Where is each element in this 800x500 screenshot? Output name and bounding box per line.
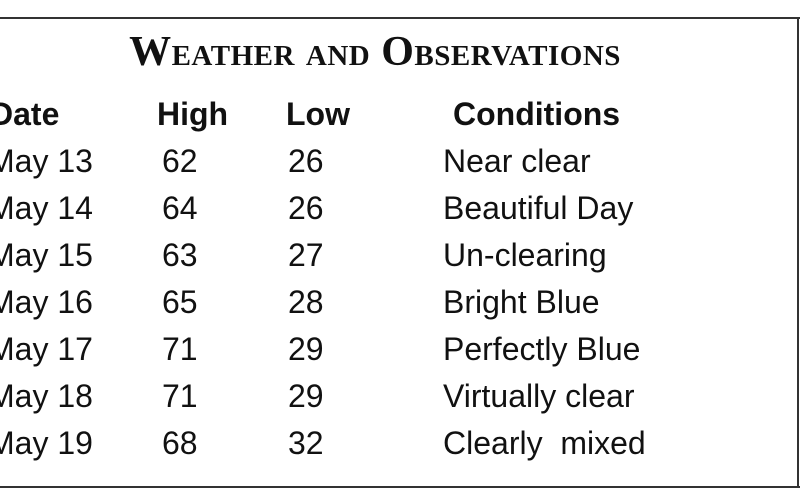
cell-conditions: Clearly mixed: [443, 425, 646, 461]
cell-conditions: Un-clearing: [443, 237, 607, 273]
cell-conditions: Beautiful Day: [443, 190, 634, 226]
cell-low: 29: [288, 378, 324, 414]
cell-high: 63: [162, 237, 198, 273]
cell-low: 27: [288, 237, 324, 273]
cell-conditions: Virtually clear: [443, 378, 635, 414]
header-conditions: Conditions: [453, 96, 621, 132]
cell-high: 64: [162, 190, 198, 226]
cell-date: May 18: [0, 378, 93, 414]
cell-date: May 13: [0, 143, 93, 179]
cell-low: 28: [288, 284, 324, 320]
cell-date: May 15: [0, 237, 93, 273]
cell-low: 26: [288, 143, 324, 179]
right-rule: [797, 17, 799, 488]
table-title: Weather and Observations: [129, 29, 621, 75]
cell-date: May 14: [0, 190, 93, 226]
cell-high: 68: [162, 425, 198, 461]
cell-high: 62: [162, 143, 198, 179]
cell-date: May 19: [0, 425, 93, 461]
cell-conditions: Near clear: [443, 143, 591, 179]
header-high: High: [157, 96, 229, 132]
cell-low: 26: [288, 190, 324, 226]
header-date: Date: [0, 96, 60, 132]
cell-high: 71: [162, 378, 198, 414]
cell-high: 65: [162, 284, 198, 320]
cell-date: May 16: [0, 284, 93, 320]
cell-high: 71: [162, 331, 198, 367]
bottom-rule: [0, 486, 800, 488]
cell-conditions: Bright Blue: [443, 284, 600, 320]
top-rule: [0, 17, 800, 19]
header-low: Low: [286, 96, 350, 132]
cell-conditions: Perfectly Blue: [443, 331, 641, 367]
cell-low: 29: [288, 331, 324, 367]
cell-date: May 17: [0, 331, 93, 367]
cell-low: 32: [288, 425, 324, 461]
